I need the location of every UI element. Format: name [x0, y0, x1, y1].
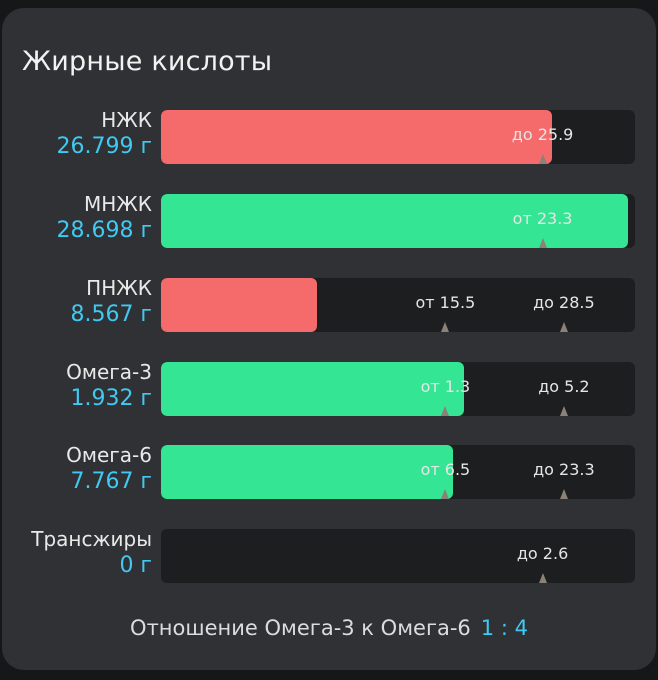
- progress-track: до 2.6: [161, 529, 635, 583]
- norm-marker-label: от 6.5: [420, 460, 471, 479]
- nutrient-amount: 26.799 г: [56, 134, 152, 159]
- nutrient-amount: 28.698 г: [56, 218, 152, 243]
- triangle-up-icon: [538, 573, 547, 583]
- progress-fill: [161, 445, 453, 499]
- nutrient-name: Омега-3: [66, 360, 152, 384]
- nutrient-name: ПНЖК: [86, 276, 152, 300]
- nutrient-label: МНЖК 28.698 г: [56, 192, 152, 244]
- nutrient-label: НЖК 26.799 г: [56, 108, 152, 160]
- progress-track: от 15.5 до 28.5: [161, 278, 635, 332]
- triangle-up-icon: [441, 489, 450, 499]
- nutrient-row-pnzhk: ПНЖК 8.567 г от 15.5 до 28.5: [2, 276, 656, 332]
- nutrient-row-nzhk: НЖК 26.799 г до 25.9: [2, 108, 656, 164]
- progress-track: от 6.5 до 23.3: [161, 445, 635, 499]
- omega-ratio-label: Отношение Омега-3 к Омега-6: [130, 616, 471, 640]
- nutrient-label: Трансжиры 0 г: [31, 527, 152, 579]
- nutrient-name: НЖК: [101, 108, 152, 132]
- progress-track: от 1.3 до 5.2: [161, 362, 635, 416]
- triangle-up-icon: [559, 322, 568, 332]
- triangle-up-icon: [559, 406, 568, 416]
- norm-marker-label: до 25.9: [511, 125, 574, 144]
- fatty-acids-card: Жирные кислоты НЖК 26.799 г до 25.9 МНЖК 28.…: [2, 8, 656, 670]
- nutrient-amount: 0 г: [119, 553, 152, 578]
- progress-fill: [161, 278, 318, 332]
- triangle-up-icon: [559, 489, 568, 499]
- nutrient-amount: 8.567 г: [70, 302, 152, 327]
- omega-ratio: Отношение Омега-3 к Омега-6 1 : 4: [2, 616, 656, 640]
- nutrient-row-omega-6: Омега-6 7.767 г от 6.5 до 23.3: [2, 443, 656, 499]
- nutrient-label: ПНЖК 8.567 г: [70, 276, 152, 328]
- triangle-up-icon: [441, 322, 450, 332]
- nutrient-row-mnzhk: МНЖК 28.698 г от 23.3: [2, 192, 656, 248]
- progress-fill: [161, 362, 465, 416]
- progress-fill: [161, 194, 628, 248]
- norm-marker-label: до 5.2: [538, 377, 590, 396]
- nutrient-amount: 7.767 г: [70, 469, 152, 494]
- norm-marker-label: от 15.5: [415, 293, 476, 312]
- nutrient-row-trans-fats: Трансжиры 0 г до 2.6: [2, 527, 656, 583]
- nutrient-name: Трансжиры: [31, 527, 152, 551]
- nutrient-label: Омега-6 7.767 г: [66, 443, 152, 495]
- progress-fill: [161, 110, 553, 164]
- triangle-up-icon: [441, 406, 450, 416]
- nutrient-name: МНЖК: [83, 192, 152, 216]
- triangle-up-icon: [538, 154, 547, 164]
- norm-marker-label: до 2.6: [516, 544, 569, 563]
- progress-track: от 23.3: [161, 194, 635, 248]
- norm-marker-label: до 28.5: [533, 293, 595, 312]
- card-title: Жирные кислоты: [22, 46, 273, 77]
- triangle-up-icon: [538, 238, 547, 248]
- nutrient-row-omega-3: Омега-3 1.932 г от 1.3 до 5.2: [2, 360, 656, 416]
- nutrient-amount: 1.932 г: [70, 386, 152, 411]
- nutrient-name: Омега-6: [66, 443, 152, 467]
- norm-marker-label: от 1.3: [420, 377, 471, 396]
- nutrient-label: Омега-3 1.932 г: [66, 360, 152, 412]
- omega-ratio-value: 1 : 4: [480, 616, 528, 640]
- norm-marker-label: от 23.3: [512, 209, 573, 228]
- norm-marker-label: до 23.3: [533, 460, 595, 479]
- progress-track: до 25.9: [161, 110, 635, 164]
